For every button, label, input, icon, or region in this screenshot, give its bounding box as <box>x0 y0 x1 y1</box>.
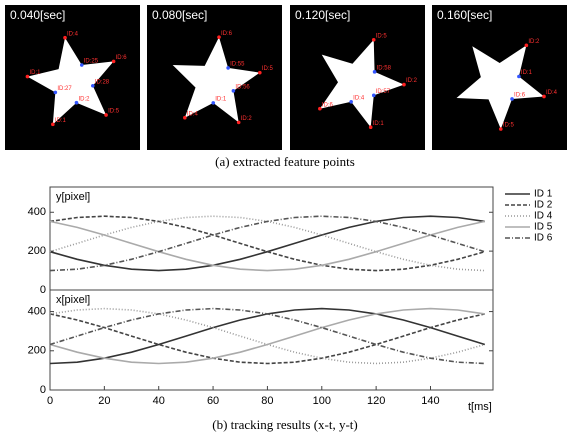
point-label: ID:4 <box>353 95 365 101</box>
y-tick-label: 400 <box>28 305 46 317</box>
y-tick-label: 0 <box>40 384 46 396</box>
x-tick-label: 40 <box>153 395 165 407</box>
time-label: 0.120[sec] <box>295 8 350 22</box>
y-tick-label: 200 <box>28 345 46 357</box>
legend-label: ID 4 <box>534 211 553 222</box>
figure: (a) extracted feature points (b) trackin… <box>0 0 571 440</box>
x-axis-label: t[ms] <box>468 401 492 413</box>
point-label: ID:4 <box>187 111 199 117</box>
point-label: ID:55 <box>230 61 245 67</box>
point-label: ID:5 <box>376 33 388 39</box>
point-label: ID:4 <box>67 31 79 37</box>
series-line <box>50 216 485 270</box>
caption: (b) tracking results (x-t, y-t) <box>212 417 357 432</box>
x-tick-label: 60 <box>207 395 219 407</box>
point-label: ID:2 <box>528 39 540 45</box>
point-label: ID:5 <box>262 66 274 72</box>
time-label: 0.160[sec] <box>437 8 492 22</box>
point-label: ID:27 <box>57 86 72 92</box>
x-tick-label: 100 <box>313 395 331 407</box>
y-tick-label: 0 <box>40 284 46 296</box>
point-label: ID:2 <box>241 116 253 122</box>
point-label: ID:5 <box>503 123 515 129</box>
point-label: ID:6 <box>221 31 233 37</box>
x-tick-label: 140 <box>421 395 439 407</box>
point-label: ID:28 <box>95 79 110 85</box>
point-label: ID:1 <box>521 70 533 76</box>
caption: (a) extracted feature points <box>215 154 355 169</box>
point-label: ID:57 <box>376 89 391 95</box>
plot-frame <box>50 290 493 390</box>
point-label: ID:1 <box>373 121 385 127</box>
point-label: ID:5 <box>108 109 120 115</box>
legend-label: ID 5 <box>534 222 553 233</box>
y-tick-label: 400 <box>28 206 46 218</box>
time-label: 0.040[sec] <box>10 8 65 22</box>
point-label: ID:6 <box>116 55 128 61</box>
point-label: ID:58 <box>377 65 392 71</box>
point-label: ID:25 <box>84 59 99 65</box>
y-axis-label: x[pixel] <box>56 294 90 306</box>
legend-label: ID 1 <box>534 189 553 200</box>
y-tick-label: 200 <box>28 245 46 257</box>
point-label: ID:1 <box>215 97 227 103</box>
legend-label: ID 6 <box>534 233 553 244</box>
point-label: ID:1 <box>29 70 41 76</box>
y-axis-label: y[pixel] <box>56 191 90 203</box>
x-tick-label: 80 <box>261 395 273 407</box>
point-label: ID:4 <box>546 90 558 96</box>
point-label: ID:2 <box>78 96 90 102</box>
x-tick-label: 0 <box>47 395 53 407</box>
x-tick-label: 120 <box>367 395 385 407</box>
x-tick-label: 20 <box>98 395 110 407</box>
time-label: 0.080[sec] <box>152 8 207 22</box>
series-line <box>50 216 485 270</box>
point-label: ID:2 <box>406 78 418 84</box>
series-line <box>50 216 485 270</box>
point-label: ID:6 <box>514 93 526 99</box>
point-label: ID:1 <box>55 118 67 124</box>
legend-label: ID 2 <box>534 200 553 211</box>
point-label: ID:56 <box>235 84 250 90</box>
series-line <box>50 216 485 270</box>
point-label: ID:6 <box>322 102 334 108</box>
series-line <box>50 221 485 270</box>
